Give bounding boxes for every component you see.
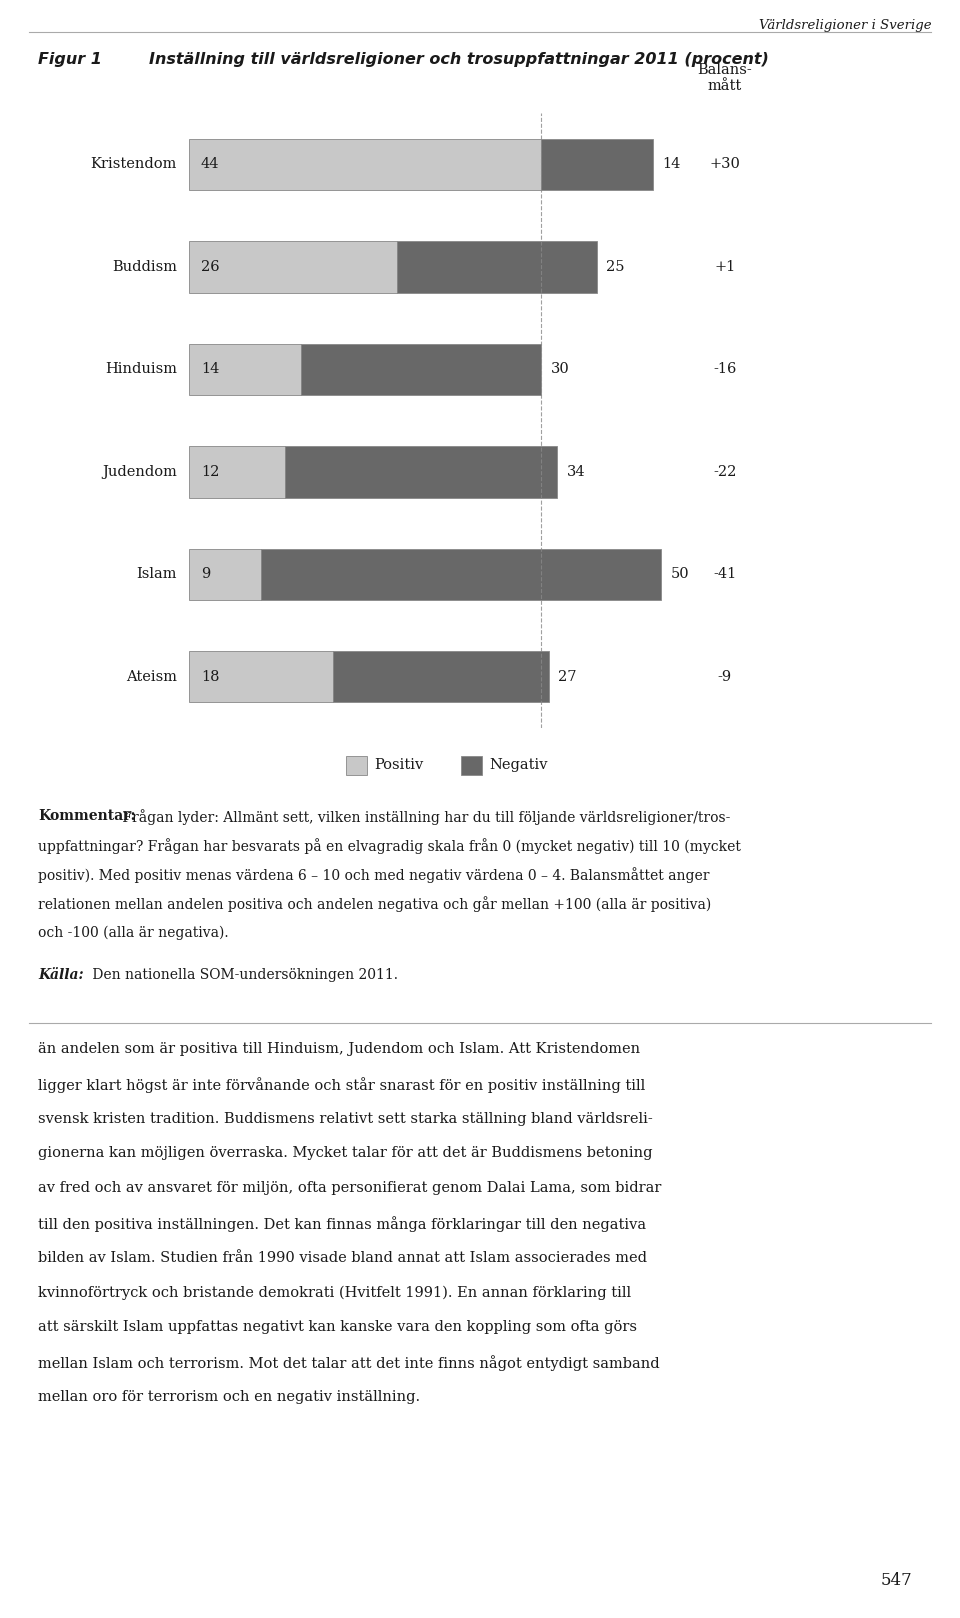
- Text: svensk kristen tradition. Buddismens relativt sett starka ställning bland världs: svensk kristen tradition. Buddismens rel…: [38, 1112, 653, 1126]
- Text: 50: 50: [670, 568, 689, 581]
- Bar: [285, 447, 557, 498]
- Text: Negativ: Negativ: [490, 759, 548, 772]
- Text: uppfattningar? Frågan har besvarats på en elvagradig skala från 0 (mycket negati: uppfattningar? Frågan har besvarats på e…: [38, 838, 741, 854]
- Text: Kristendom: Kristendom: [90, 157, 177, 172]
- Text: mellan oro för terrorism och en negativ inställning.: mellan oro för terrorism och en negativ …: [38, 1390, 420, 1404]
- Text: 12: 12: [201, 464, 219, 479]
- Text: att särskilt Islam uppfattas negativt kan kanske vara den koppling som ofta görs: att särskilt Islam uppfattas negativt ka…: [38, 1320, 637, 1335]
- Text: kvinnoförtryck och bristande demokrati (Hvitfelt 1991). En annan förklaring till: kvinnoförtryck och bristande demokrati (…: [38, 1285, 632, 1299]
- Text: 14: 14: [201, 362, 219, 377]
- Text: Hinduism: Hinduism: [105, 362, 177, 377]
- Text: Positiv: Positiv: [374, 759, 423, 772]
- Text: och -100 (alla är negativa).: och -100 (alla är negativa).: [38, 925, 229, 940]
- Text: 25: 25: [607, 260, 625, 273]
- Text: gionerna kan möjligen överraska. Mycket talar för att det är Buddismens betoning: gionerna kan möjligen överraska. Mycket …: [38, 1146, 653, 1160]
- Text: 547: 547: [880, 1571, 912, 1589]
- Text: 18: 18: [201, 670, 219, 684]
- Text: 44: 44: [201, 157, 219, 172]
- Bar: [540, 139, 653, 191]
- Text: Ateism: Ateism: [126, 670, 177, 684]
- Text: Världsreligioner i Sverige: Världsreligioner i Sverige: [758, 19, 931, 32]
- Bar: [189, 139, 540, 191]
- Text: bilden av Islam. Studien från 1990 visade bland annat att Islam associerades med: bilden av Islam. Studien från 1990 visad…: [38, 1251, 647, 1265]
- Bar: [189, 241, 396, 293]
- Text: till den positiva inställningen. Det kan finnas många förklaringar till den nega: till den positiva inställningen. Det kan…: [38, 1217, 646, 1231]
- Text: ligger klart högst är inte förvånande och står snarast för en positiv inställnin: ligger klart högst är inte förvånande oc…: [38, 1078, 646, 1092]
- Text: Islam: Islam: [136, 568, 177, 581]
- Text: -16: -16: [713, 362, 736, 377]
- Bar: [261, 549, 660, 600]
- Text: Kommentar:: Kommentar:: [38, 809, 136, 824]
- Text: mellan Islam och terrorism. Mot det talar att det inte finns något entydigt samb: mellan Islam och terrorism. Mot det tala…: [38, 1356, 660, 1370]
- Text: relationen mellan andelen positiva och andelen negativa och går mellan +100 (all: relationen mellan andelen positiva och a…: [38, 896, 711, 913]
- Text: Frågan lyder: Allmänt sett, vilken inställning har du till följande världsreligi: Frågan lyder: Allmänt sett, vilken instä…: [118, 809, 731, 825]
- Text: av fred och av ansvaret för miljön, ofta personifierat genom Dalai Lama, som bid: av fred och av ansvaret för miljön, ofta…: [38, 1181, 661, 1196]
- Bar: [333, 650, 549, 702]
- Text: +30: +30: [709, 157, 740, 172]
- Bar: [396, 241, 597, 293]
- Text: +1: +1: [714, 260, 735, 273]
- Bar: [300, 343, 540, 395]
- Text: Figur 1: Figur 1: [38, 52, 103, 66]
- Text: 30: 30: [550, 362, 569, 377]
- Text: än andelen som är positiva till Hinduism, Judendom och Islam. Att Kristendomen: än andelen som är positiva till Hinduism…: [38, 1042, 640, 1057]
- Text: -41: -41: [713, 568, 736, 581]
- Text: positiv). Med positiv menas värdena 6 – 10 och med negativ värdena 0 – 4. Balans: positiv). Med positiv menas värdena 6 – …: [38, 867, 709, 883]
- Text: 14: 14: [662, 157, 681, 172]
- Text: Balans-
mått: Balans- mått: [697, 63, 753, 92]
- Bar: [189, 343, 300, 395]
- Bar: [189, 549, 261, 600]
- Text: Judendom: Judendom: [102, 464, 177, 479]
- Bar: [189, 650, 333, 702]
- Text: Källa:: Källa:: [38, 968, 84, 982]
- Bar: [189, 447, 285, 498]
- Text: -22: -22: [713, 464, 736, 479]
- Text: Den nationella SOM-undersökningen 2011.: Den nationella SOM-undersökningen 2011.: [88, 968, 398, 982]
- Text: Buddism: Buddism: [111, 260, 177, 273]
- Text: -9: -9: [718, 670, 732, 684]
- Text: 34: 34: [566, 464, 585, 479]
- Text: Inställning till världsreligioner och trosuppfattningar 2011 (procent): Inställning till världsreligioner och tr…: [149, 52, 769, 66]
- Text: 9: 9: [201, 568, 210, 581]
- Text: 26: 26: [201, 260, 220, 273]
- Text: 27: 27: [559, 670, 577, 684]
